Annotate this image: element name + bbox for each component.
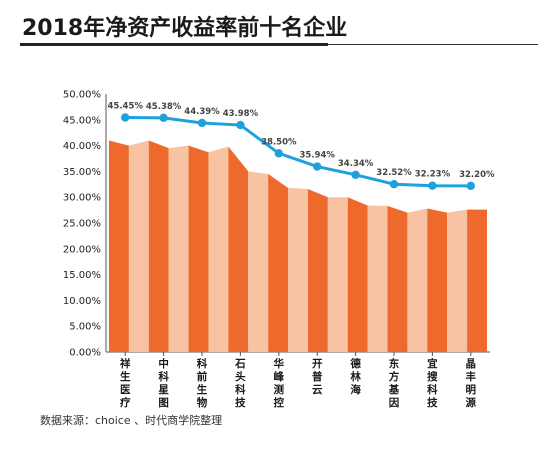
data-point bbox=[466, 181, 475, 191]
y-tick-label: 35.00% bbox=[63, 167, 101, 178]
chart-title: 2018年净资产收益率前十名企业 bbox=[22, 16, 348, 41]
data-point bbox=[197, 118, 207, 128]
bar-segment bbox=[248, 171, 269, 352]
y-tick-label: 0.00% bbox=[69, 348, 101, 359]
y-tick-label: 20.00% bbox=[63, 244, 101, 255]
title-divider bbox=[328, 44, 538, 45]
data-point bbox=[121, 113, 130, 122]
x-tick-label: 晶丰明源 bbox=[466, 358, 477, 409]
data-point bbox=[313, 162, 322, 171]
bar-segment bbox=[148, 140, 169, 352]
data-label: 34.34% bbox=[338, 159, 374, 169]
data-point bbox=[428, 181, 437, 190]
bar-segment bbox=[168, 145, 189, 352]
bar-segment bbox=[467, 209, 487, 352]
data-source: 数据来源：choice 、时代商学院整理 bbox=[40, 414, 223, 427]
bar-segment bbox=[268, 173, 289, 352]
bar-segment bbox=[109, 140, 129, 352]
y-tick-label: 50.00% bbox=[63, 90, 101, 101]
bar-segment bbox=[188, 145, 209, 352]
y-tick-label: 30.00% bbox=[63, 193, 101, 204]
bar-segment bbox=[427, 208, 448, 352]
data-label: 32.23% bbox=[415, 170, 451, 180]
bar-segment bbox=[347, 197, 368, 352]
data-point bbox=[159, 113, 168, 123]
data-point bbox=[389, 179, 399, 189]
bar-segment bbox=[387, 205, 408, 352]
y-tick-label: 45.00% bbox=[63, 115, 101, 126]
x-tick-label: 开普云 bbox=[312, 358, 323, 396]
data-label: 45.38% bbox=[146, 102, 182, 112]
data-label: 35.94% bbox=[299, 151, 335, 161]
data-label: 32.20% bbox=[459, 170, 495, 180]
bar-segment bbox=[447, 209, 468, 352]
data-point bbox=[274, 149, 283, 158]
bar-segment bbox=[367, 205, 388, 352]
data-label: 45.45% bbox=[107, 101, 143, 111]
bar-segment bbox=[208, 146, 229, 352]
bar-segment bbox=[288, 187, 308, 352]
bar-segment bbox=[407, 208, 428, 352]
x-tick-label: 华峰测控 bbox=[274, 357, 285, 409]
bar-segment bbox=[228, 146, 249, 352]
bar-segment bbox=[327, 197, 348, 352]
x-tick-label: 东方基因 bbox=[388, 357, 400, 409]
y-tick-label: 10.00% bbox=[63, 296, 101, 307]
data-label: 44.39% bbox=[184, 107, 220, 117]
data-point bbox=[236, 120, 245, 130]
roe-line bbox=[125, 115, 471, 188]
data-point bbox=[351, 170, 360, 180]
y-tick-label: 40.00% bbox=[63, 141, 101, 152]
x-tick-label: 德林海 bbox=[349, 357, 361, 396]
x-tick-label: 祥生医疗 bbox=[120, 357, 131, 409]
data-label: 43.98% bbox=[223, 109, 259, 119]
data-label: 38.50% bbox=[261, 137, 297, 147]
x-tick-label: 宜搜科技 bbox=[427, 357, 438, 409]
y-tick-label: 5.00% bbox=[69, 322, 101, 333]
x-tick-label: 科前生物 bbox=[197, 357, 208, 409]
y-tick-label: 15.00% bbox=[63, 270, 101, 281]
title-underline bbox=[20, 43, 328, 46]
data-label: 32.52% bbox=[376, 168, 412, 178]
x-tick-label: 中科星图 bbox=[158, 357, 169, 409]
y-tick-label: 25.00% bbox=[63, 219, 101, 230]
bar-segment bbox=[128, 140, 149, 352]
x-tick-label: 石头科技 bbox=[234, 358, 246, 409]
bar-segment bbox=[307, 188, 328, 352]
